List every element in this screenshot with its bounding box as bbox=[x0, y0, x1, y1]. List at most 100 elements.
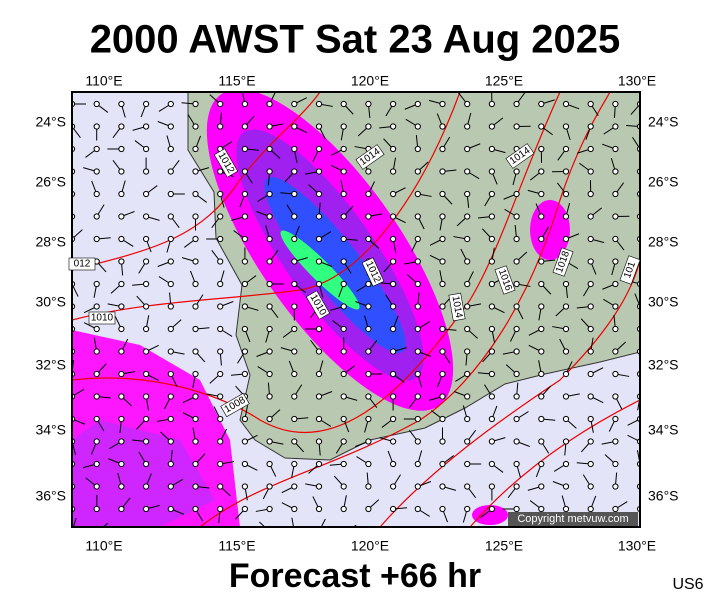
forecast-label: Forecast +66 hr bbox=[229, 557, 481, 595]
station bbox=[414, 483, 421, 490]
isobar-label-box bbox=[448, 292, 466, 322]
station bbox=[562, 348, 570, 355]
station bbox=[167, 258, 174, 265]
station bbox=[390, 168, 397, 175]
isobar-label-box bbox=[213, 148, 239, 178]
lon-label-top: 110°E bbox=[85, 73, 122, 89]
station bbox=[489, 529, 494, 534]
station bbox=[340, 190, 347, 198]
station bbox=[192, 190, 199, 198]
station bbox=[291, 145, 298, 153]
copyright: Copyright metvuw.com bbox=[517, 513, 628, 525]
station bbox=[414, 460, 421, 468]
station bbox=[587, 325, 594, 333]
station bbox=[315, 213, 323, 220]
station bbox=[513, 505, 520, 513]
station bbox=[167, 168, 174, 175]
station bbox=[266, 483, 273, 490]
station bbox=[390, 505, 397, 513]
station bbox=[217, 415, 224, 423]
station bbox=[612, 258, 619, 265]
station bbox=[612, 303, 619, 310]
isobar-label-text: 1014 bbox=[450, 295, 465, 319]
station bbox=[562, 123, 570, 130]
station bbox=[513, 348, 520, 355]
station bbox=[266, 213, 273, 220]
station bbox=[513, 303, 520, 310]
station bbox=[241, 325, 248, 333]
station bbox=[538, 393, 545, 400]
lon-label-bottom: 130°E bbox=[618, 538, 656, 554]
isobar-label: 1014 bbox=[448, 292, 466, 322]
station bbox=[365, 393, 372, 400]
station bbox=[217, 258, 224, 265]
station bbox=[143, 145, 150, 153]
station bbox=[365, 235, 372, 243]
station bbox=[464, 505, 471, 513]
station bbox=[488, 235, 495, 243]
station bbox=[93, 213, 100, 220]
station bbox=[118, 393, 125, 400]
station bbox=[93, 505, 100, 513]
station bbox=[390, 370, 397, 378]
station bbox=[217, 100, 224, 108]
station bbox=[365, 303, 372, 310]
station bbox=[538, 415, 545, 423]
station bbox=[538, 145, 545, 153]
station bbox=[315, 348, 323, 355]
map-area bbox=[72, 92, 640, 546]
station bbox=[118, 168, 125, 175]
lat-label-right: 28°S bbox=[648, 234, 679, 250]
lat-label-right: 30°S bbox=[648, 294, 679, 310]
station bbox=[488, 505, 495, 513]
isobar-label-text: 012 bbox=[74, 259, 91, 270]
station bbox=[241, 123, 248, 130]
station bbox=[488, 145, 495, 153]
station bbox=[513, 438, 520, 445]
station bbox=[513, 415, 520, 423]
station bbox=[587, 213, 594, 220]
station bbox=[241, 100, 248, 108]
station bbox=[291, 460, 298, 468]
barb-staff bbox=[146, 532, 157, 541]
station bbox=[118, 258, 125, 265]
station bbox=[217, 438, 224, 445]
station bbox=[439, 190, 446, 198]
station bbox=[192, 258, 199, 265]
station bbox=[192, 168, 199, 175]
station bbox=[167, 505, 174, 513]
station bbox=[266, 370, 273, 378]
isobar-label-box bbox=[220, 392, 250, 418]
barb-staff bbox=[171, 532, 175, 546]
station bbox=[488, 213, 495, 220]
station bbox=[464, 393, 471, 400]
station bbox=[366, 529, 371, 534]
station bbox=[143, 483, 150, 490]
station bbox=[291, 348, 298, 355]
barb-staff bbox=[368, 532, 382, 535]
station bbox=[94, 529, 99, 534]
station bbox=[217, 235, 224, 243]
lon-label-top: 125°E bbox=[485, 73, 523, 89]
station bbox=[587, 258, 594, 265]
station bbox=[612, 370, 619, 378]
isobar-label-text: 1010 bbox=[91, 313, 114, 324]
station bbox=[340, 483, 347, 490]
station bbox=[192, 280, 199, 288]
station bbox=[414, 100, 421, 108]
station bbox=[612, 325, 619, 333]
isobar-label: 012 bbox=[68, 257, 96, 271]
station bbox=[587, 303, 594, 310]
station bbox=[167, 325, 174, 333]
station bbox=[241, 483, 248, 490]
station bbox=[488, 483, 495, 490]
station bbox=[390, 483, 397, 490]
station bbox=[612, 190, 619, 198]
station bbox=[167, 303, 174, 310]
station bbox=[390, 303, 397, 310]
station bbox=[562, 393, 570, 400]
station bbox=[464, 258, 471, 265]
barb-staff bbox=[478, 528, 491, 532]
station bbox=[143, 325, 150, 333]
station bbox=[340, 438, 347, 445]
